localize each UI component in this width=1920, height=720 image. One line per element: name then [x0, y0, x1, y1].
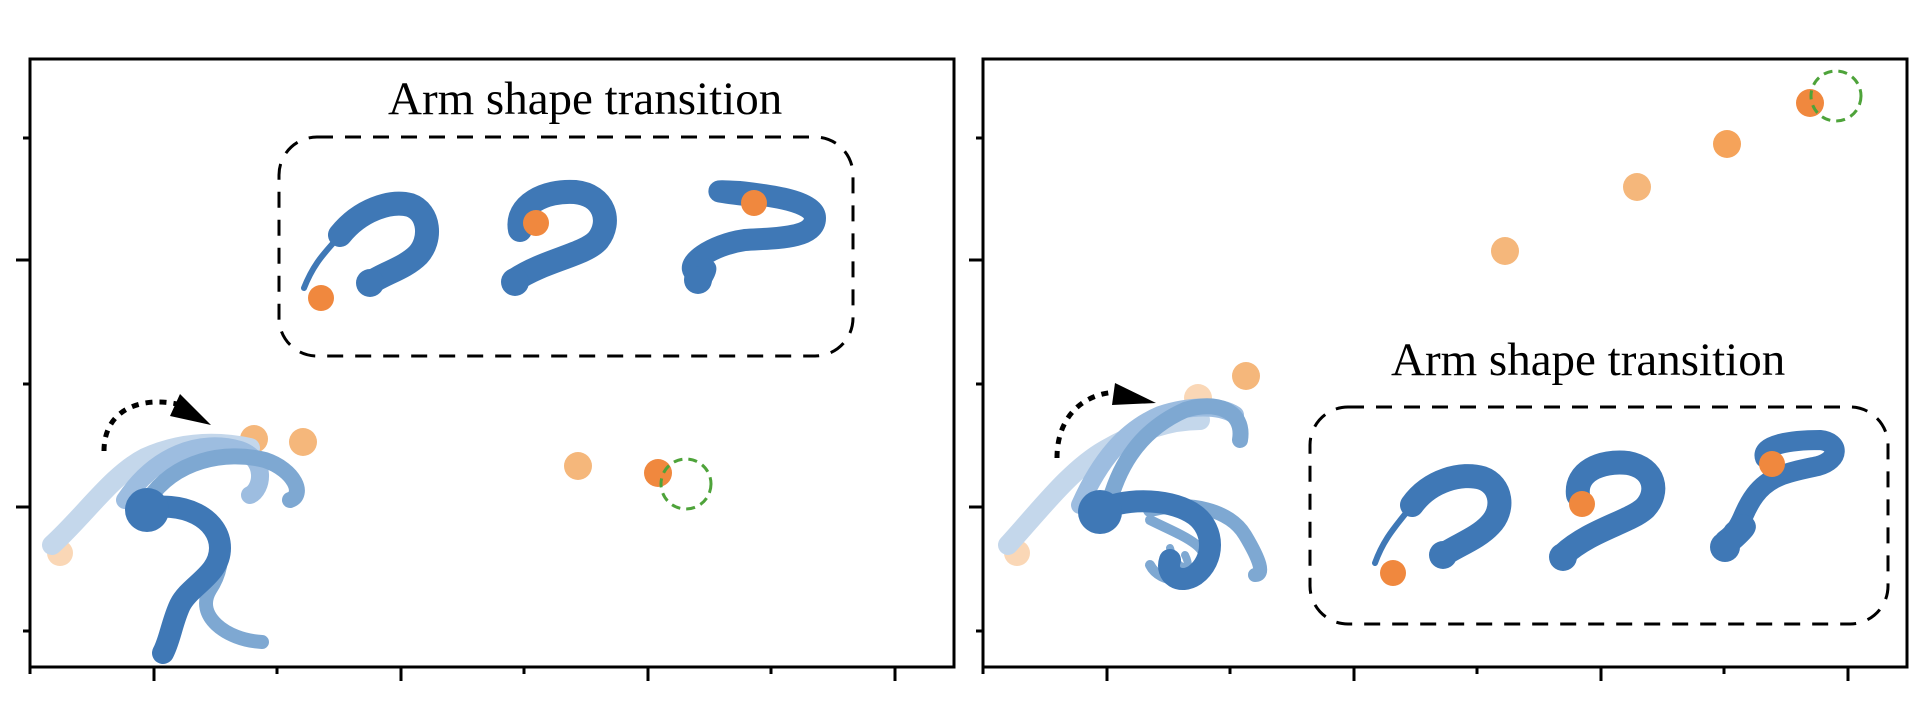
left-trail-point [289, 428, 317, 456]
inset-arm-shape [1549, 450, 1666, 571]
right-arm-base [1078, 490, 1122, 534]
left-panel: Arm shape transition [16, 57, 956, 681]
inset-arm-shape [1372, 464, 1512, 569]
inset-arm-shape [301, 191, 439, 297]
inset-target-point [308, 285, 334, 311]
goal-circle-icon [659, 457, 713, 511]
right-x-axis-ticks [981, 667, 1850, 681]
right-arm-current [1084, 490, 1221, 590]
left-target-point [644, 459, 672, 487]
rotation-arrow-icon [1054, 383, 1156, 459]
rotation-arrow-icon [101, 394, 211, 452]
left-y-axis-ticks [16, 136, 30, 633]
left-trail-point [564, 452, 592, 480]
inset-target-point [1380, 560, 1406, 586]
left-inset-title: Arm shape transition [388, 73, 782, 125]
right-panel: Arm shape transition [969, 57, 1909, 681]
right-trail-point [1713, 130, 1741, 158]
inset-arm-shape [501, 179, 617, 296]
left-arm-motion-trail [42, 433, 305, 649]
inset-target-point [1759, 451, 1785, 477]
inset-target-point [1569, 491, 1595, 517]
right-inset: Arm shape transition [1308, 334, 1890, 626]
left-inset: Arm shape transition [277, 73, 855, 358]
inset-arm-shape [681, 180, 827, 294]
left-arm-current [127, 495, 232, 664]
left-x-axis-ticks [28, 667, 897, 681]
right-panel-frame [981, 57, 1909, 669]
left-arm-base [125, 488, 169, 532]
right-trail-point [1232, 362, 1260, 390]
right-trail-point [1623, 173, 1651, 201]
right-trail-point [1491, 237, 1519, 265]
goal-circle-icon [1809, 69, 1863, 123]
inset-arm-shape [1710, 429, 1845, 562]
right-inset-title: Arm shape transition [1391, 334, 1785, 386]
inset-target-point [741, 190, 767, 216]
left-inset-box [277, 135, 855, 358]
right-y-axis-ticks [969, 136, 983, 633]
inset-target-point [523, 210, 549, 236]
right-inset-box [1308, 405, 1890, 626]
left-panel-frame [28, 57, 956, 669]
